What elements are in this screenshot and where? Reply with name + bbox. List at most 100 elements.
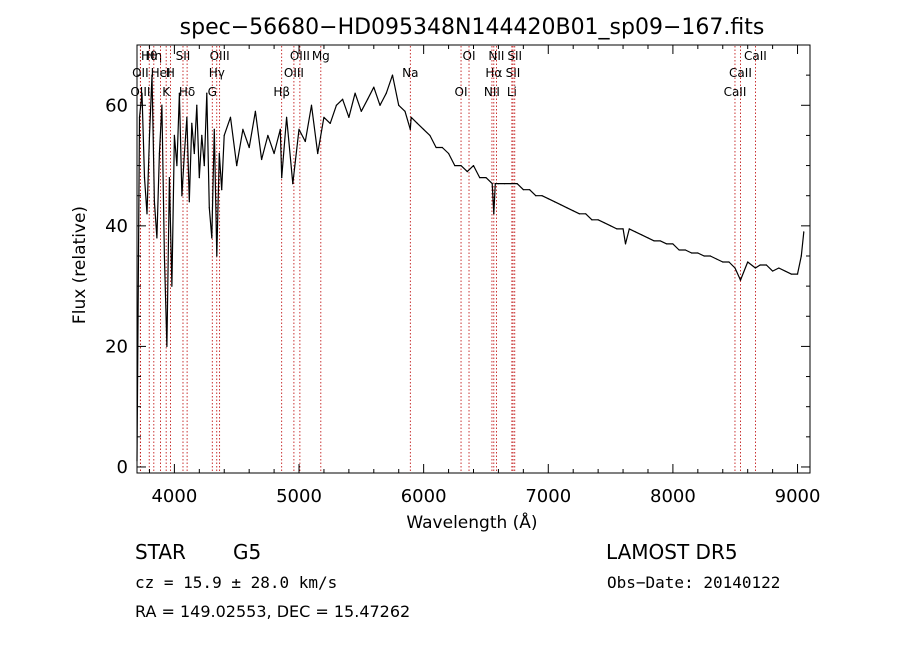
line-marker-label: CaII <box>729 66 752 80</box>
data-point <box>416 122 419 124</box>
data-point <box>191 122 193 124</box>
data-point <box>634 231 637 233</box>
data-point <box>790 273 792 275</box>
data-point <box>398 104 400 106</box>
line-marker-label: SII <box>176 49 191 63</box>
x-tick-label: 5000 <box>276 486 322 507</box>
data-point <box>641 234 643 236</box>
data-point <box>285 116 288 118</box>
data-point <box>373 86 375 88</box>
line-marker-label: H <box>166 66 175 80</box>
data-point <box>141 92 143 94</box>
data-point <box>161 104 163 106</box>
data-point <box>715 258 718 260</box>
data-point <box>203 164 205 167</box>
data-point <box>196 104 198 106</box>
radec-text: RA = 149.02553, DEC = 15.47262 <box>135 602 411 621</box>
line-marker-label: Hθ <box>141 49 157 63</box>
data-point <box>628 228 630 230</box>
data-point <box>460 164 462 167</box>
data-point <box>759 264 761 266</box>
data-point <box>754 267 757 269</box>
data-point <box>254 110 256 112</box>
data-point <box>722 261 724 263</box>
data-point <box>778 267 780 269</box>
data-point <box>181 195 183 197</box>
data-point <box>435 146 437 149</box>
line-marker-label: Na <box>402 66 418 80</box>
y-tick-label: 40 <box>105 216 128 237</box>
data-point <box>597 219 599 221</box>
data-point <box>734 267 736 269</box>
data-point <box>151 74 153 76</box>
line-marker-label: SII <box>507 49 522 63</box>
data-point <box>429 134 431 137</box>
y-axis: 0 20 40 60 <box>105 74 810 478</box>
data-point <box>528 189 531 191</box>
data-point <box>522 189 524 191</box>
data-point <box>366 98 369 100</box>
data-point <box>168 177 171 179</box>
object-class: STAR <box>135 540 186 564</box>
data-point <box>281 177 283 179</box>
data-point <box>248 146 250 149</box>
line-marker-label: SII <box>506 66 521 80</box>
data-point <box>479 177 481 179</box>
line-marker-label: Hα <box>485 66 502 80</box>
line-marker-label: Mg <box>312 49 330 63</box>
data-point <box>208 207 210 209</box>
line-marker-label: CaII <box>724 85 747 99</box>
data-point <box>672 243 674 245</box>
data-point <box>216 255 218 257</box>
line-marker-label: Hη <box>146 49 163 63</box>
x-tick-label: 6000 <box>401 486 447 507</box>
line-marker-label: NII <box>488 49 504 63</box>
data-point <box>153 201 156 203</box>
data-point <box>423 128 425 130</box>
line-markers: HθOIIOIIIHηHeIKSIIHHδOIIIHγGOIIIOIIIHβMg… <box>130 46 767 472</box>
data-point <box>178 92 180 94</box>
data-point <box>616 228 618 230</box>
x-tick-label: 4000 <box>151 486 197 507</box>
y-tick-label: 60 <box>105 95 128 116</box>
redshift-text: cz = 15.9 ± 28.0 km/s <box>135 573 338 592</box>
data-point <box>709 255 711 257</box>
data-point <box>624 243 627 245</box>
line-marker-label: HeI <box>151 66 171 80</box>
data-point <box>516 183 518 185</box>
data-point <box>504 183 506 185</box>
data-point <box>156 237 158 239</box>
data-point <box>171 285 173 287</box>
data-point <box>622 228 624 230</box>
line-marker-label: K <box>162 85 171 99</box>
data-point <box>342 98 344 100</box>
line-marker-label: OIII <box>284 66 304 80</box>
data-point <box>198 177 200 179</box>
line-marker-label: Hβ <box>273 85 290 99</box>
data-point <box>647 237 649 239</box>
data-point <box>553 201 556 203</box>
line-marker-label: NII <box>484 85 500 99</box>
data-point <box>466 170 468 173</box>
data-point <box>491 183 493 185</box>
data-point <box>261 158 263 161</box>
data-point <box>292 183 294 185</box>
data-point <box>146 213 148 215</box>
data-point <box>335 104 338 106</box>
data-point <box>136 460 138 462</box>
data-point <box>317 152 319 155</box>
data-point <box>186 116 188 118</box>
data-point <box>242 128 244 130</box>
data-point <box>279 128 281 130</box>
data-point <box>666 243 668 245</box>
data-point <box>206 92 208 94</box>
data-point <box>229 116 232 118</box>
x-tick-label: 9000 <box>775 486 821 507</box>
data-point <box>385 92 387 94</box>
line-marker-label: CaII <box>744 49 767 63</box>
data-point <box>678 249 680 251</box>
data-point <box>603 222 605 224</box>
data-point <box>800 255 802 257</box>
data-point <box>218 152 220 155</box>
data-point <box>659 240 662 242</box>
